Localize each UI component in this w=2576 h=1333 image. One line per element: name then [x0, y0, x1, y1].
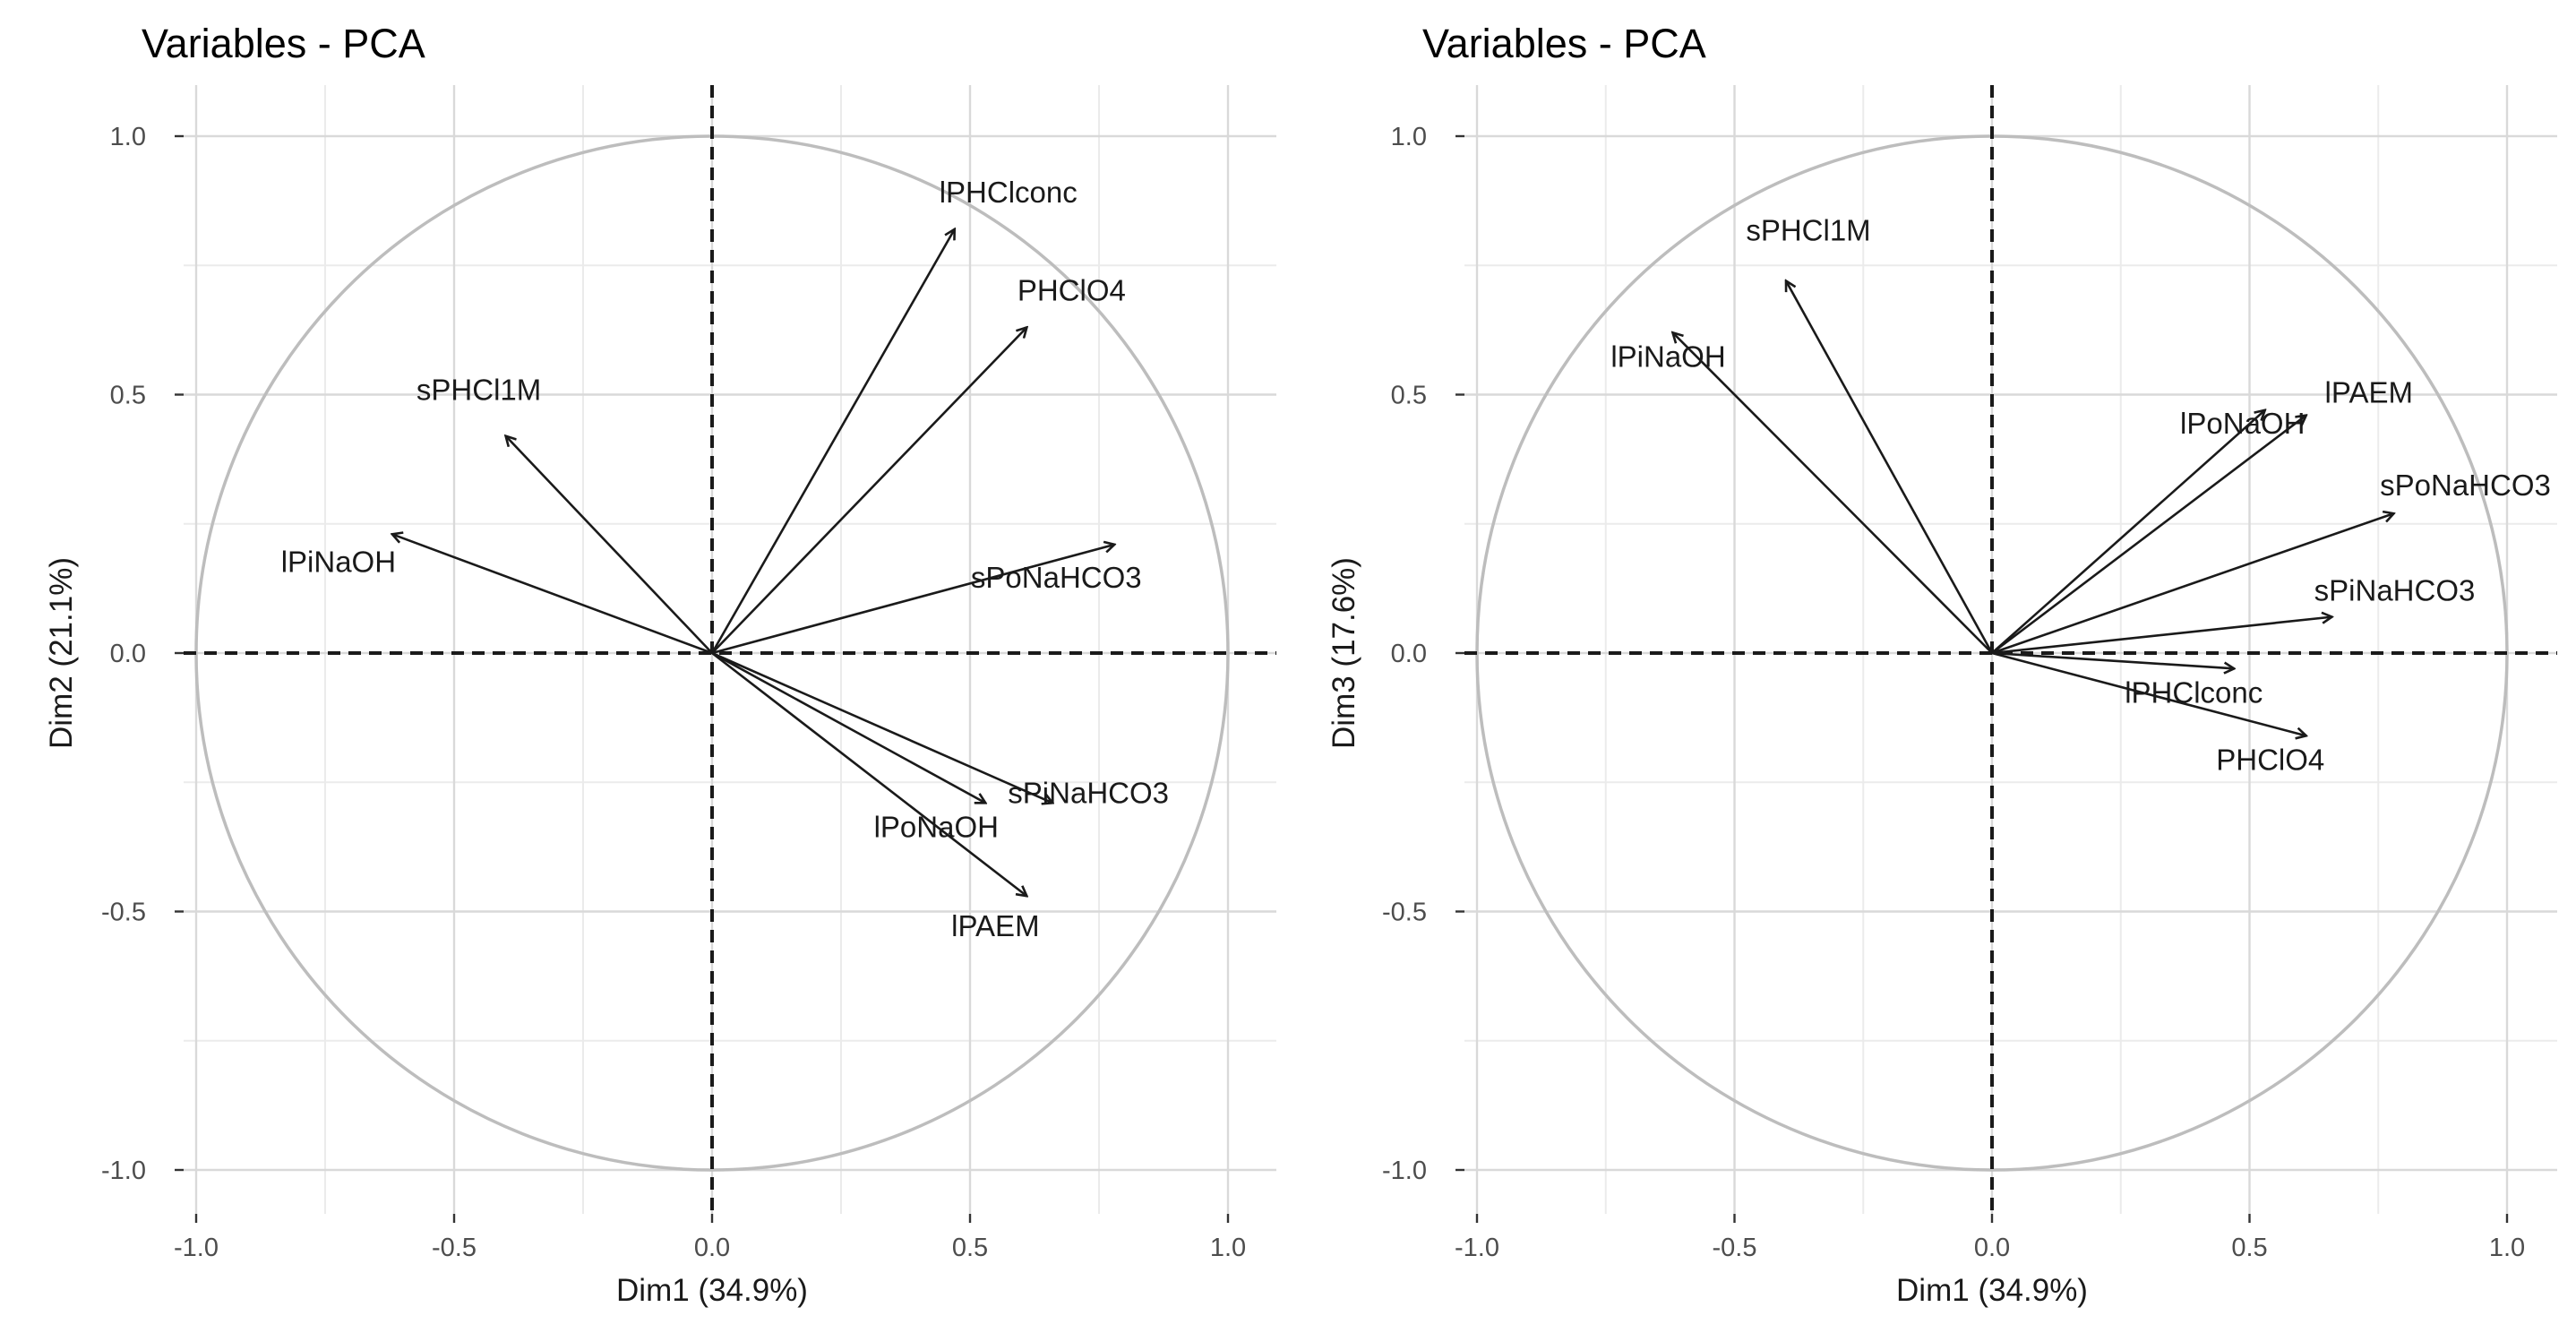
- loading-arrow-lPiNaOH: [1673, 332, 1993, 654]
- loading-arrow-sPiNaHCO3: [711, 651, 1052, 803]
- variable-label-lPAEM: lPAEM: [2325, 376, 2413, 409]
- x-tick-label: 0.5: [952, 1234, 988, 1262]
- x-axis-title: Dim1 (34.9%): [1896, 1273, 2088, 1308]
- variable-label-sPHCl1M: sPHCl1M: [1746, 214, 1870, 247]
- variable-label-lPiNaOH: lPiNaOH: [281, 545, 396, 578]
- loading-arrow-lPHClconc: [1991, 651, 2234, 668]
- loading-arrow-sPoNaHCO3: [1991, 513, 2394, 655]
- variable-label-PHClO4: PHClO4: [1018, 273, 1126, 306]
- x-tick-label: -1.0: [174, 1234, 219, 1262]
- x-tick-label: 0.5: [2231, 1234, 2267, 1262]
- x-tick-label: -1.0: [1455, 1234, 1499, 1262]
- loading-arrow-PHClO4: [1991, 651, 2306, 735]
- loading-arrow-lPAEM: [1991, 416, 2306, 655]
- x-tick-label: -0.5: [1713, 1234, 1757, 1262]
- y-tick-label: 0.5: [110, 382, 146, 410]
- variable-label-lPiNaOH: lPiNaOH: [1610, 340, 1725, 373]
- y-tick-label: -0.5: [1382, 899, 1427, 927]
- pca-panel-1: -1.0 -0.5 0.0 0.5 1.0 -1.0 -0.5 0.0 0.5 1.0 lPHClc…: [44, 21, 1276, 1308]
- y-tick-label: -0.5: [101, 899, 146, 927]
- y-tick-label: 0.0: [110, 640, 146, 668]
- loading-arrow-lPoNaOH: [1991, 410, 2265, 654]
- chart-title: Variables - PCA: [1422, 21, 1706, 66]
- x-tick-label: 0.0: [694, 1234, 730, 1262]
- x-axis-title: Dim1 (34.9%): [616, 1273, 808, 1308]
- y-tick-label: -1.0: [101, 1157, 146, 1185]
- x-tick-label: 1.0: [1210, 1234, 1246, 1262]
- variable-label-lPHClconc: lPHClconc: [2125, 675, 2263, 709]
- variable-label-sPoNaHCO3: sPoNaHCO3: [2380, 469, 2551, 502]
- variable-label-sPiNaHCO3: sPiNaHCO3: [1008, 776, 1169, 809]
- loading-arrow-lPiNaOH: [392, 534, 713, 655]
- loading-arrow-sPoNaHCO3: [711, 545, 1114, 655]
- variable-label-sPHCl1M: sPHCl1M: [416, 374, 541, 407]
- x-tick-label: -0.5: [432, 1234, 477, 1262]
- loading-arrow-sPiNaHCO3: [1991, 617, 2332, 655]
- variable-label-sPiNaHCO3: sPiNaHCO3: [2314, 574, 2476, 607]
- loading-arrow-sPHCl1M: [506, 436, 713, 654]
- variable-label-lPHClconc: lPHClconc: [940, 176, 1078, 209]
- loading-arrow-lPAEM: [711, 651, 1026, 896]
- chart-title: Variables - PCA: [142, 21, 425, 66]
- x-tick-label: 1.0: [2489, 1234, 2525, 1262]
- variable-label-lPAEM: lPAEM: [951, 909, 1039, 942]
- y-tick-label: 1.0: [110, 123, 146, 151]
- loading-arrow-PHClO4: [711, 327, 1026, 654]
- x-tick-label: 0.0: [1974, 1234, 2010, 1262]
- variable-label-lPoNaOH: lPoNaOH: [2180, 407, 2305, 440]
- y-axis-title: Dim2 (21.1%): [44, 557, 79, 749]
- variable-label-sPoNaHCO3: sPoNaHCO3: [971, 561, 1142, 594]
- loading-arrow-sPHCl1M: [1786, 281, 1994, 654]
- y-tick-label: 1.0: [1391, 123, 1427, 151]
- loading-arrow-lPHClconc: [710, 229, 955, 654]
- pca-panel-2: -1.0 -0.5 0.0 0.5 1.0 -1.0 -0.5 0.0 0.5 1.0 sPHCl1…: [1327, 21, 2557, 1308]
- variable-label-PHClO4: PHClO4: [2216, 743, 2324, 776]
- y-tick-label: 0.0: [1391, 640, 1427, 668]
- y-tick-label: 0.5: [1391, 382, 1427, 410]
- y-tick-label: -1.0: [1382, 1157, 1427, 1185]
- y-axis-title: Dim3 (17.6%): [1327, 557, 1361, 749]
- loading-arrow-lPoNaOH: [711, 651, 985, 803]
